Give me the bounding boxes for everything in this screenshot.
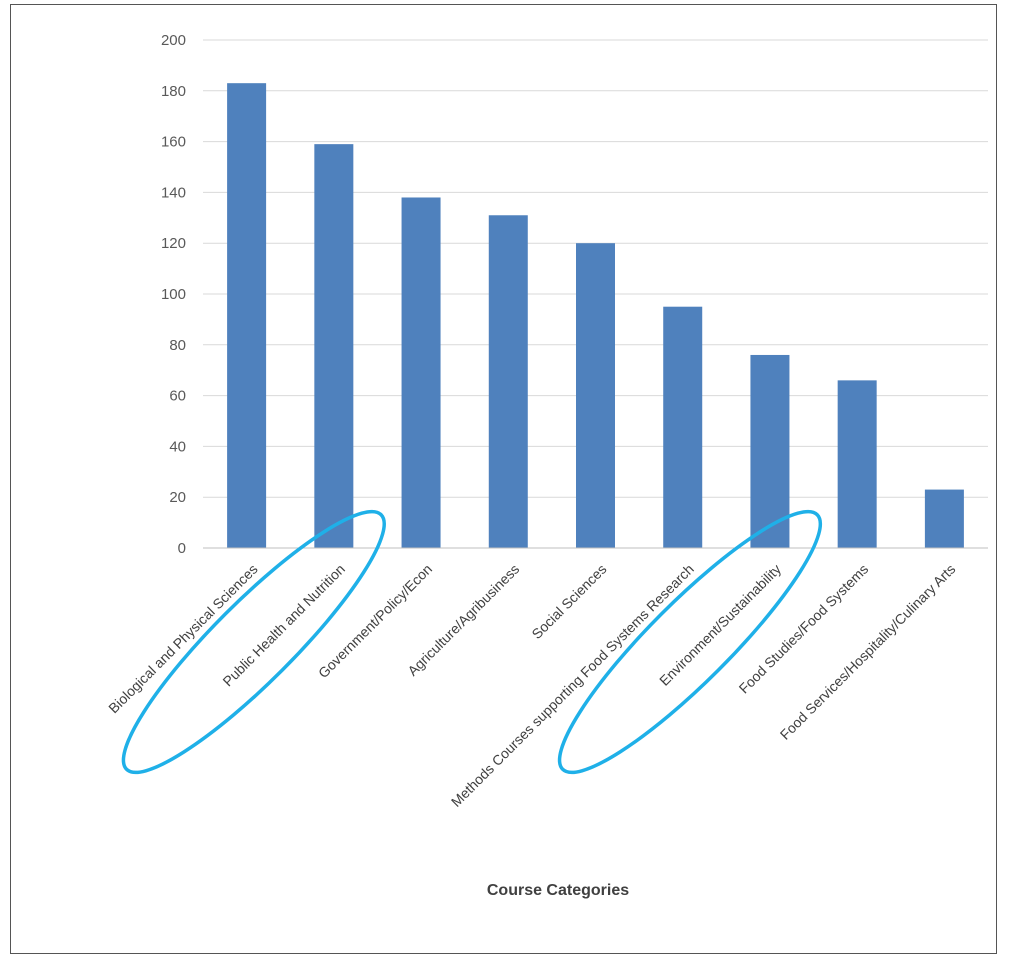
- x-tick-label-biological-and-physical-sciences: Biological and Physical Sciences: [105, 561, 260, 716]
- x-tick-label-social-sciences: Social Sciences: [528, 561, 609, 642]
- y-tick-label-80: 80: [169, 337, 186, 354]
- x-axis-title: Course Categories: [487, 882, 629, 899]
- bar-biological-and-physical-sciences: [227, 83, 267, 549]
- y-tick-label-140: 140: [161, 184, 186, 201]
- y-tick-label-200: 200: [161, 32, 186, 49]
- bar-methods-courses-supporting-food-systems-research: [663, 306, 703, 548]
- y-tick-label-120: 120: [161, 235, 186, 252]
- y-tick-label-160: 160: [161, 134, 186, 151]
- bar-public-health-and-nutrition: [314, 144, 354, 548]
- y-tick-label-20: 20: [169, 489, 186, 506]
- bar-chart: 0 20 40 60 80 100 120 140 160 180 200 Biological a…: [105, 32, 988, 899]
- highlight-ellipse-environment-sustainability: [557, 509, 823, 775]
- bar-environment-sustainability: [750, 354, 790, 548]
- y-tick-label-0: 0: [178, 540, 186, 557]
- y-tick-label-60: 60: [169, 388, 186, 405]
- highlight-ellipses: [121, 509, 823, 775]
- bar-government-policy-econ: [401, 197, 441, 549]
- y-tick-label-100: 100: [161, 286, 186, 303]
- bar-agriculture-agribusiness: [488, 215, 528, 548]
- y-axis-ticks: 0 20 40 60 80 100 120 140 160 180 200: [161, 32, 186, 557]
- highlight-ellipse-public-health-and-nutrition: [121, 509, 386, 775]
- bar-food-services-hospitality-culinary-arts: [924, 489, 964, 548]
- x-tick-label-food-services-hospitality-culinary-arts: Food Services/Hospitality/Culinary Arts: [777, 561, 959, 743]
- y-tick-label-40: 40: [169, 438, 186, 455]
- bar-social-sciences: [576, 243, 615, 548]
- y-tick-label-180: 180: [161, 83, 186, 100]
- bars: [227, 83, 964, 549]
- bar-food-studies-food-systems: [837, 380, 877, 548]
